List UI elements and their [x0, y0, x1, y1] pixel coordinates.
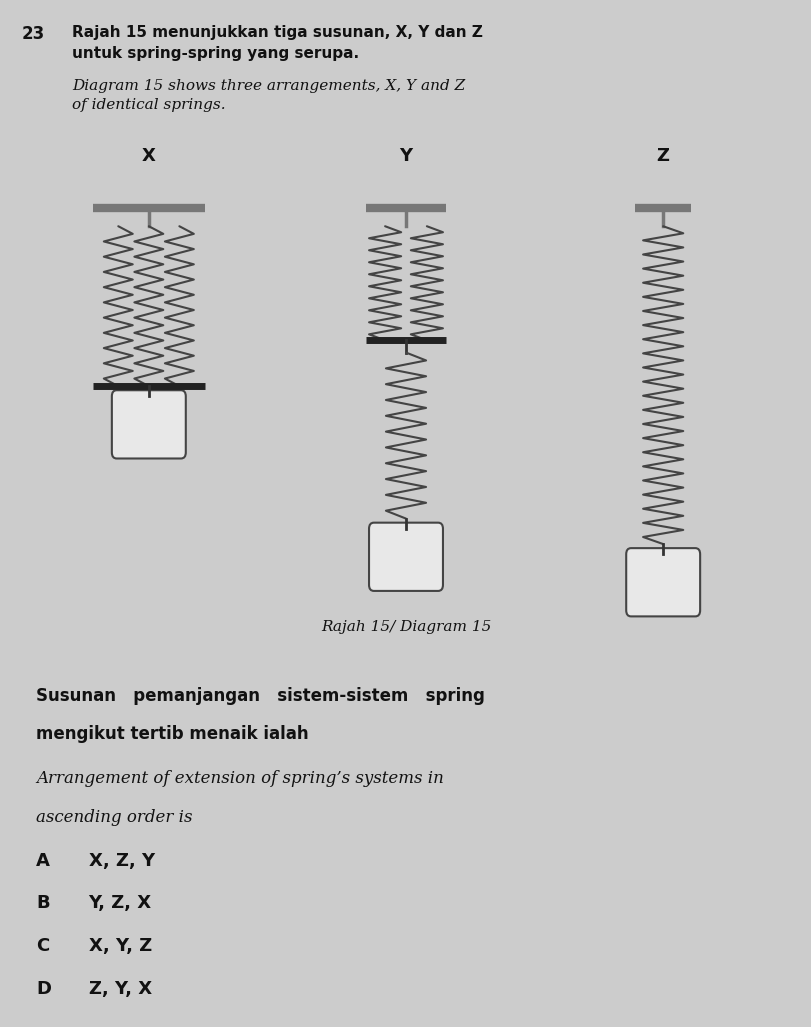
Text: Z: Z: [656, 147, 669, 165]
Text: B: B: [36, 895, 50, 912]
Text: Rajah 15/ Diagram 15: Rajah 15/ Diagram 15: [320, 619, 491, 634]
Text: X: X: [142, 147, 156, 165]
Text: Z, Y, X: Z, Y, X: [88, 980, 152, 998]
Text: 23: 23: [22, 25, 45, 42]
Text: Diagram 15 shows three arrangements, X, Y and Z
of identical springs.: Diagram 15 shows three arrangements, X, …: [72, 78, 466, 112]
Text: Susunan   pemanjangan   sistem-sistem   spring: Susunan pemanjangan sistem-sistem spring: [36, 687, 485, 705]
Text: X, Z, Y: X, Z, Y: [88, 851, 154, 870]
Text: Arrangement of extension of spring’s systems in: Arrangement of extension of spring’s sys…: [36, 770, 444, 788]
Text: Y: Y: [399, 147, 412, 165]
Text: X, Y, Z: X, Y, Z: [88, 938, 152, 955]
Text: Rajah 15 menunjukkan tiga susunan, X, Y dan Z
untuk spring-spring yang serupa.: Rajah 15 menunjukkan tiga susunan, X, Y …: [72, 25, 483, 61]
Text: D: D: [36, 980, 51, 998]
Text: A: A: [36, 851, 50, 870]
FancyBboxPatch shape: [625, 548, 699, 616]
Text: mengikut tertib menaik ialah: mengikut tertib menaik ialah: [36, 725, 308, 744]
Text: ascending order is: ascending order is: [36, 809, 192, 826]
Text: C: C: [36, 938, 49, 955]
FancyBboxPatch shape: [368, 523, 443, 591]
FancyBboxPatch shape: [112, 390, 186, 458]
Text: Y, Z, X: Y, Z, X: [88, 895, 152, 912]
